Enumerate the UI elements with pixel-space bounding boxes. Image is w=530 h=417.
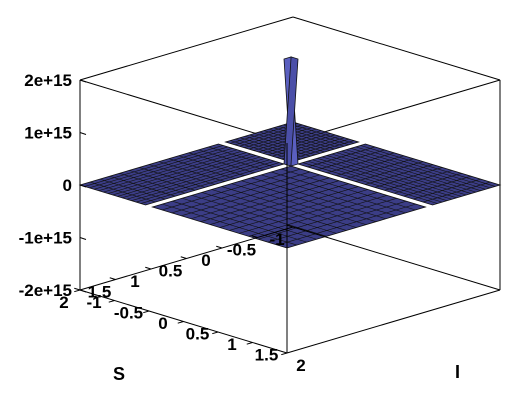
- mesh-line: [244, 135, 311, 157]
- z-axis-ticks: 2e+15 1e+15 0 -1e+15 -2e+15: [19, 71, 87, 300]
- i-tick: [74, 289, 81, 293]
- s-tick: [180, 256, 187, 259]
- s-tick: [287, 224, 294, 228]
- i-tick-label: 0.5: [186, 325, 210, 344]
- mesh-line: [384, 170, 453, 191]
- mesh-line: [238, 192, 378, 234]
- surface-spike: [283, 56, 299, 167]
- s-tick: [145, 266, 152, 270]
- mesh-line: [119, 173, 186, 194]
- mesh-line: [322, 156, 457, 199]
- mesh-line: [129, 170, 196, 191]
- i-axis-ticks: -1 -0.5 0 0.5 1 1.5 2: [74, 289, 306, 375]
- i-tick-label: 0: [158, 314, 167, 333]
- s-tick-label: -0.5: [227, 241, 256, 260]
- mesh-line: [277, 203, 416, 246]
- z-tick-label: 2e+15: [24, 71, 72, 90]
- s-axis-ticks: -1 -0.5 0 0.5 1 1.5 2: [59, 224, 294, 312]
- s-axis-label: S: [113, 364, 125, 384]
- mesh-line: [182, 197, 317, 240]
- i-tick: [143, 310, 150, 314]
- z-tick: [79, 132, 87, 135]
- mesh-line: [307, 160, 443, 203]
- mesh-line: [140, 162, 280, 204]
- i-tick: [177, 321, 184, 324]
- surface-mesh: [78, 56, 502, 249]
- i-tick-label: 2: [296, 356, 305, 375]
- z-tick: [79, 79, 87, 83]
- mesh-line: [191, 195, 327, 237]
- i-tick-label: -1: [86, 293, 101, 312]
- box-edge: [292, 226, 501, 291]
- z-tick: [79, 184, 87, 188]
- i-tick: [212, 331, 219, 335]
- i-tick-label: 1.5: [255, 346, 279, 365]
- s-tick-label: 1: [130, 272, 139, 291]
- mesh-line: [365, 164, 433, 185]
- mesh-line: [312, 159, 448, 201]
- mesh-line: [162, 203, 297, 246]
- s-tick-label: 0: [201, 251, 210, 270]
- mesh-line: [267, 134, 336, 156]
- mesh-line: [201, 192, 337, 234]
- mesh-line: [413, 178, 481, 200]
- i-tick-label: 1: [227, 335, 236, 354]
- box-edge: [292, 16, 501, 81]
- mesh-line: [326, 155, 462, 197]
- mesh-line: [211, 189, 347, 231]
- mesh-line: [112, 153, 252, 196]
- s-tick: [109, 277, 116, 280]
- mesh-line: [136, 160, 275, 203]
- s-tick-label: 2: [59, 293, 68, 312]
- mesh-line: [117, 155, 256, 197]
- mesh-line: [122, 156, 261, 199]
- mesh-line: [267, 200, 407, 243]
- z-tick-label: 0: [63, 176, 72, 195]
- i-tick: [246, 342, 253, 345]
- mesh-line: [89, 181, 156, 203]
- z-tick: [79, 289, 87, 293]
- mesh-line: [172, 200, 307, 243]
- mesh-line: [126, 158, 266, 200]
- mesh-line: [317, 158, 452, 200]
- mesh-line: [422, 181, 491, 203]
- mesh-line: [249, 134, 316, 156]
- mesh-line: [258, 197, 397, 240]
- z-tick: [79, 237, 87, 240]
- mesh-line: [131, 159, 271, 201]
- mesh-line: [248, 195, 388, 237]
- s-tick: [216, 245, 223, 249]
- mesh-line: [229, 189, 368, 231]
- s-tick: [251, 235, 258, 238]
- s-tick-label: 1.5: [88, 283, 112, 302]
- mesh-line: [272, 135, 340, 157]
- z-tick-label: 1e+15: [24, 124, 72, 143]
- mesh-line: [302, 162, 438, 204]
- mesh-line: [109, 175, 176, 197]
- s-tick-label: 0.5: [159, 262, 183, 281]
- box-edge: [79, 16, 294, 81]
- mesh-line: [219, 186, 359, 228]
- i-axis-label: I: [455, 362, 460, 382]
- mesh-line: [394, 173, 462, 194]
- mesh-line: [139, 167, 205, 188]
- mesh-line: [403, 175, 472, 197]
- s-tick-label: -1: [269, 230, 284, 249]
- box-edge: [79, 79, 288, 144]
- box-edge: [286, 289, 501, 354]
- i-tick-label: -0.5: [114, 304, 143, 323]
- mesh-line: [99, 178, 166, 200]
- s-tick: [74, 287, 81, 291]
- z-tick-label: -2e+15: [19, 281, 72, 300]
- i-tick: [281, 352, 288, 356]
- mesh-line: [374, 167, 443, 188]
- z-tick-label: -1e+15: [19, 229, 72, 248]
- i-tick: [108, 300, 115, 303]
